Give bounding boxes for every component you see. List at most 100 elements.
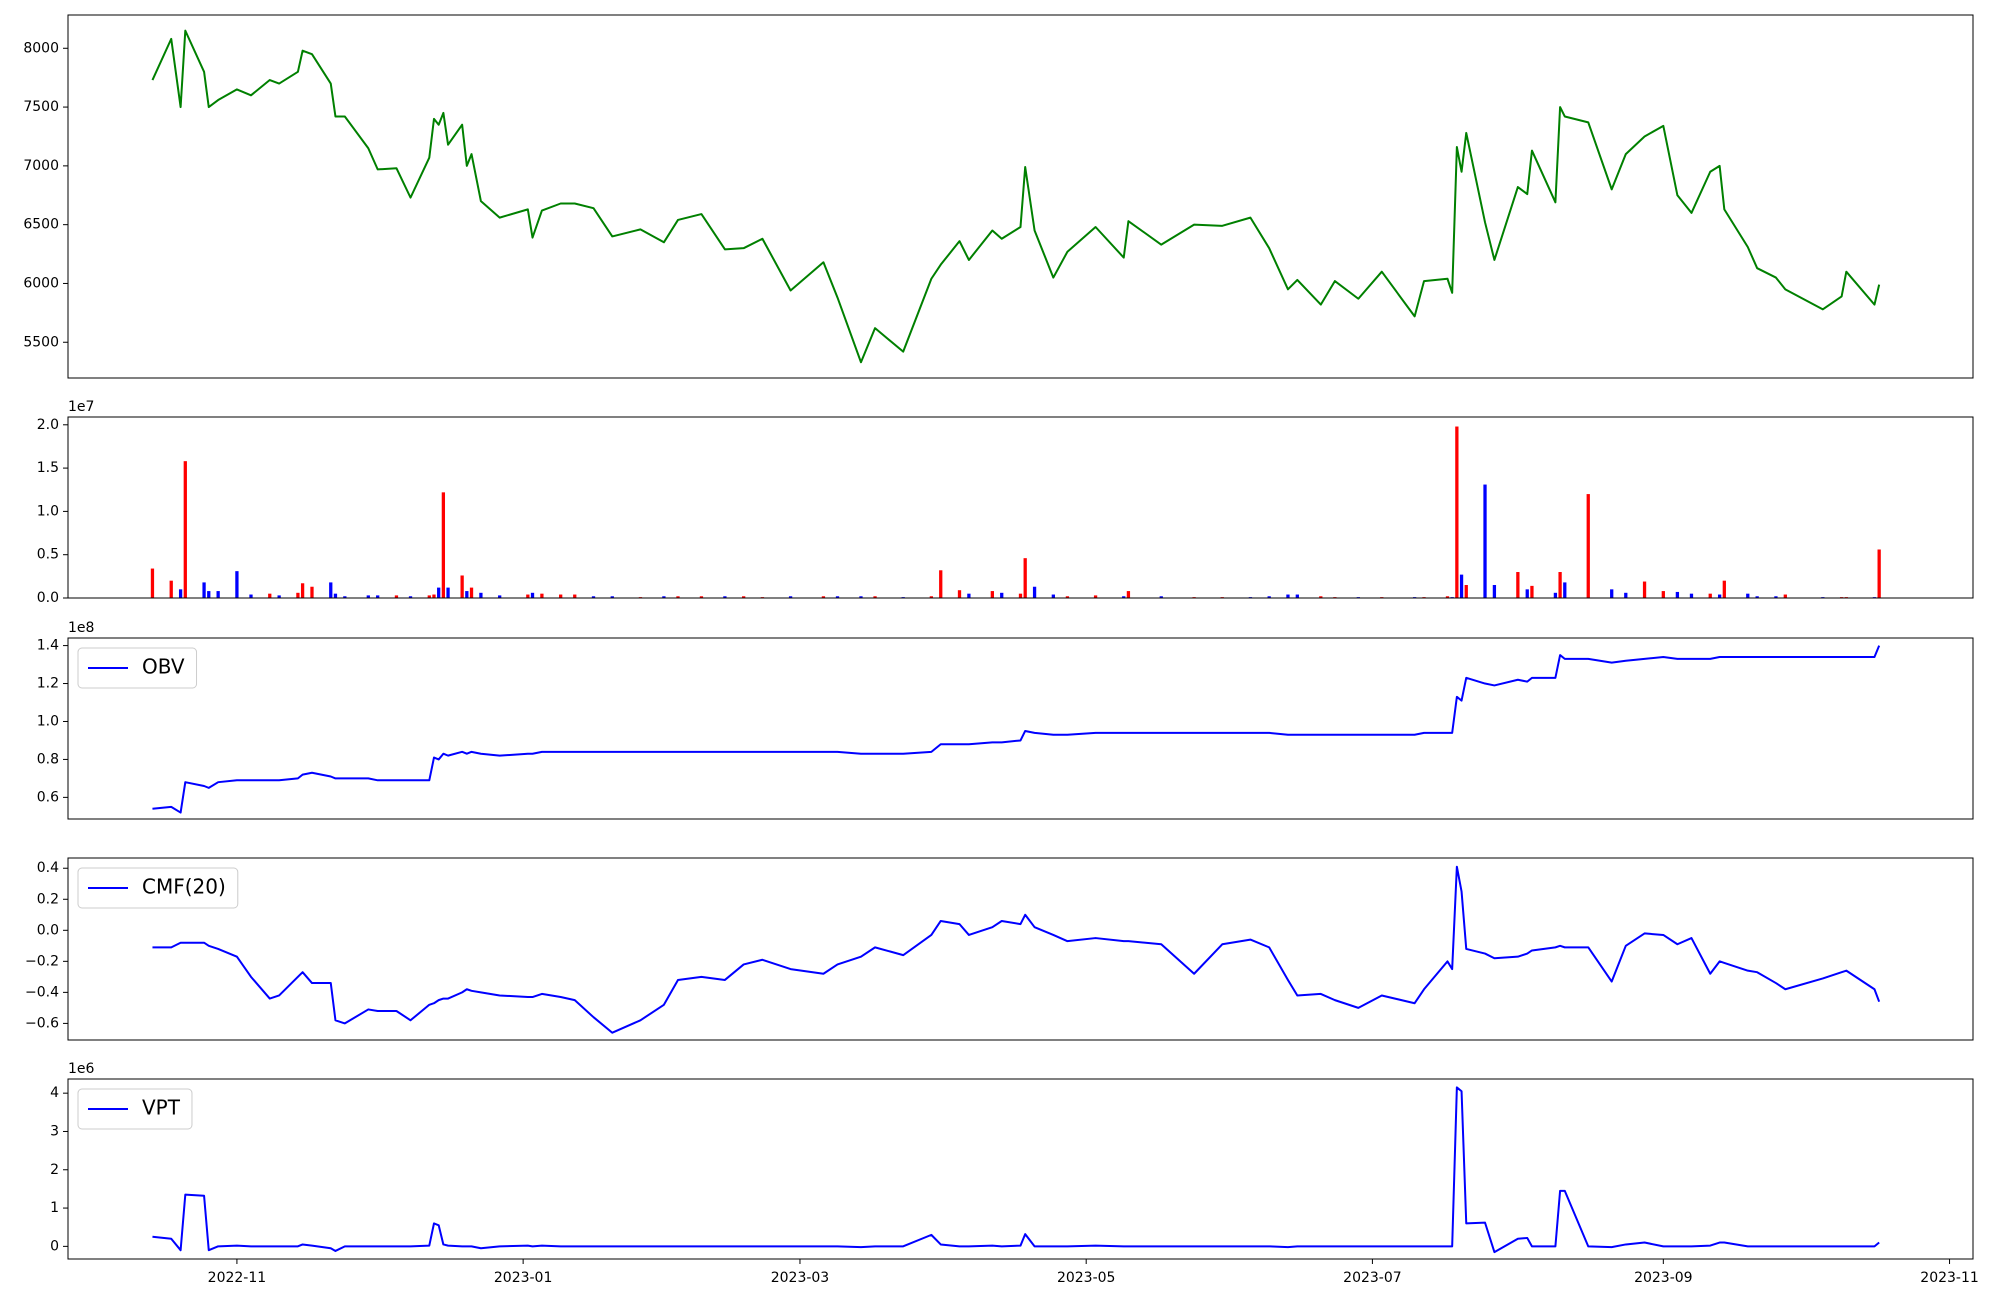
bar bbox=[835, 596, 840, 598]
y-tick-label: 1.0 bbox=[37, 713, 59, 729]
bar bbox=[1455, 426, 1459, 598]
bar bbox=[610, 596, 614, 598]
data-line bbox=[152, 1086, 1880, 1254]
bar bbox=[1093, 595, 1098, 598]
x-tick-label: 2023-03 bbox=[771, 1270, 830, 1286]
y-tick-label: 0.0 bbox=[37, 922, 59, 938]
bar bbox=[432, 594, 436, 598]
bar bbox=[1746, 593, 1750, 598]
y-tick-label: 1 bbox=[50, 1200, 59, 1216]
bar bbox=[1689, 593, 1694, 598]
bar bbox=[1051, 594, 1055, 598]
bar bbox=[742, 596, 746, 598]
bar bbox=[479, 592, 483, 598]
legend-label: CMF(20) bbox=[142, 875, 226, 899]
bar bbox=[1563, 582, 1567, 598]
bar bbox=[859, 596, 863, 598]
y-tick-label: 0 bbox=[50, 1238, 59, 1254]
bar bbox=[1126, 591, 1131, 598]
y-tick-label: 1.4 bbox=[37, 638, 59, 654]
bar bbox=[394, 595, 399, 598]
bar bbox=[1642, 581, 1647, 598]
bar bbox=[235, 571, 239, 598]
x-tick-label: 2023-01 bbox=[494, 1270, 553, 1286]
bar bbox=[1286, 594, 1290, 598]
bar bbox=[591, 596, 596, 598]
bar bbox=[1558, 572, 1562, 598]
y-tick-label: 0.6 bbox=[37, 789, 59, 805]
bar bbox=[408, 596, 413, 598]
bar bbox=[939, 570, 943, 598]
bar bbox=[1000, 592, 1004, 598]
bar bbox=[1516, 572, 1520, 598]
y-tick-label: 0.8 bbox=[37, 751, 59, 767]
bar bbox=[1722, 580, 1726, 598]
bar bbox=[437, 587, 441, 598]
bar bbox=[929, 596, 933, 598]
bar bbox=[676, 596, 680, 598]
data-line bbox=[152, 865, 1881, 1034]
bar bbox=[723, 596, 727, 598]
bar bbox=[957, 590, 962, 598]
bar bbox=[821, 596, 826, 598]
y-tick-label: 1.5 bbox=[37, 460, 59, 476]
bar bbox=[469, 587, 474, 598]
bar bbox=[573, 594, 577, 598]
y-tick-label: 6000 bbox=[23, 275, 59, 291]
bar bbox=[788, 596, 793, 598]
y-tick-label: −0.4 bbox=[25, 984, 59, 1000]
bar bbox=[1018, 593, 1023, 598]
bar bbox=[465, 591, 469, 598]
bar bbox=[300, 583, 305, 598]
legend-box bbox=[77, 647, 198, 689]
bar bbox=[1774, 596, 1778, 598]
bar bbox=[207, 591, 211, 598]
bar bbox=[699, 596, 704, 598]
bar bbox=[1610, 589, 1614, 598]
bar bbox=[1065, 596, 1070, 598]
y-tick-label: 8000 bbox=[23, 40, 59, 56]
bar bbox=[150, 568, 155, 598]
bar bbox=[1675, 591, 1680, 598]
bar bbox=[216, 591, 220, 598]
legend-box bbox=[77, 867, 239, 909]
x-tick-label: 2023-07 bbox=[1343, 1270, 1402, 1286]
bar bbox=[662, 596, 666, 598]
y-tick-label: 5500 bbox=[23, 334, 59, 350]
data-line bbox=[151, 29, 1881, 364]
bar bbox=[1023, 558, 1027, 598]
bar bbox=[873, 596, 877, 598]
y-tick-label: 2.0 bbox=[37, 417, 59, 433]
bar bbox=[333, 593, 338, 598]
bar bbox=[1459, 574, 1464, 598]
bar bbox=[1122, 596, 1126, 598]
bar bbox=[1295, 594, 1299, 598]
bar bbox=[343, 596, 347, 598]
y-tick-label: 7500 bbox=[23, 99, 59, 115]
bar bbox=[498, 595, 502, 598]
bar bbox=[1624, 592, 1628, 598]
bar bbox=[427, 595, 431, 598]
bar bbox=[990, 591, 994, 598]
bar bbox=[526, 594, 530, 598]
y-tick-label: 1.0 bbox=[37, 503, 59, 519]
bar bbox=[1586, 494, 1590, 598]
bar bbox=[178, 589, 183, 598]
legend-label: OBV bbox=[142, 655, 185, 679]
y-tick-label: 3 bbox=[50, 1123, 59, 1139]
bar bbox=[967, 593, 971, 598]
offset-label: 1e7 bbox=[68, 399, 94, 415]
bar bbox=[249, 594, 253, 598]
x-tick-label: 2022-11 bbox=[208, 1270, 267, 1286]
x-tick-label: 2023-11 bbox=[1920, 1270, 1979, 1286]
axes-frame bbox=[67, 14, 1974, 379]
offset-label: 1e8 bbox=[68, 620, 94, 636]
offset-label: 1e6 bbox=[68, 1061, 95, 1077]
bar bbox=[1530, 585, 1534, 598]
x-tick-label: 2023-05 bbox=[1057, 1270, 1116, 1286]
y-tick-label: 0.4 bbox=[37, 860, 59, 876]
bar bbox=[1717, 594, 1722, 598]
axes-frame bbox=[67, 1078, 1974, 1260]
bar bbox=[1483, 484, 1487, 598]
y-tick-label: 7000 bbox=[23, 158, 59, 174]
